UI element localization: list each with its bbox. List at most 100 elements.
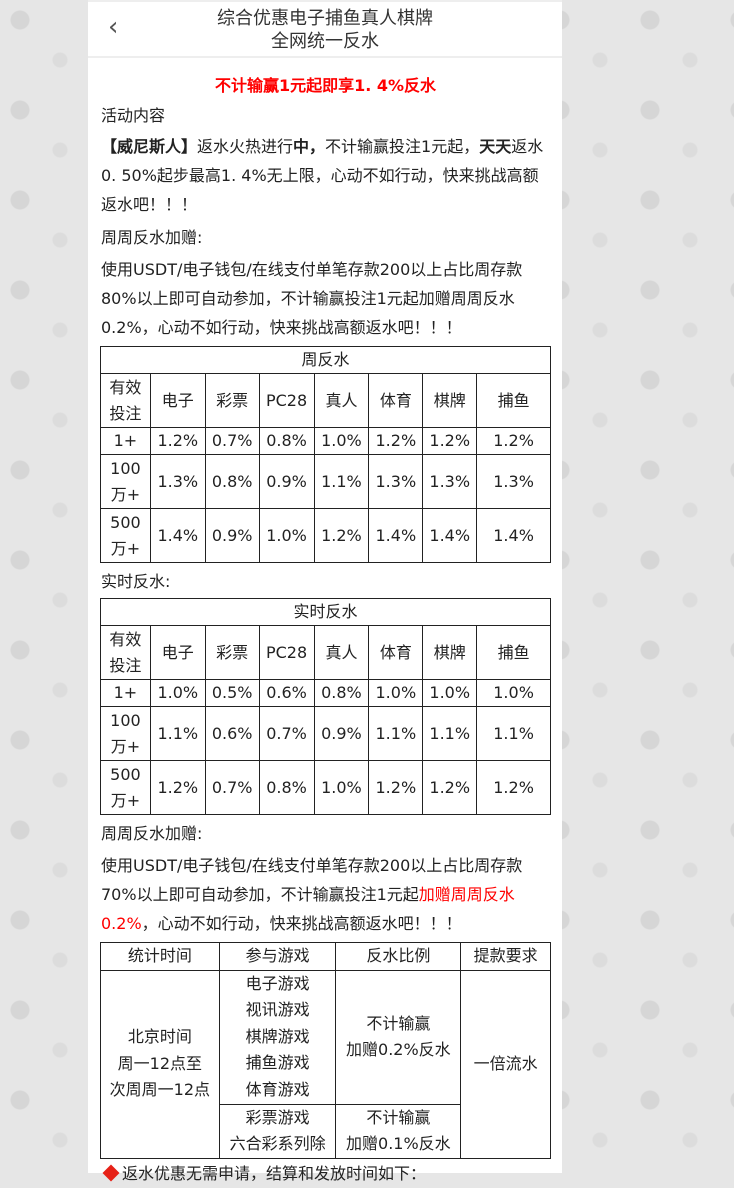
weekly2-seg: 使用USDT/电子钱包/在线支付单笔存款200以上占比周存款70%以上即可自动参… (101, 856, 523, 904)
table-cell: 1.2% (476, 427, 551, 455)
header-cell: 电子 (149, 373, 206, 428)
table-title: 周反水 (100, 346, 551, 374)
activity-label: 活动内容 (101, 106, 166, 125)
weekly-text: 使用USDT/电子钱包/在线支付单笔存款200以上占比周存款80%以上即可自动参… (101, 260, 523, 337)
table-cell: 0.7% (258, 706, 315, 761)
table-cell: 1.2% (313, 508, 370, 563)
header-cell: 电子 (149, 625, 206, 680)
games-cell: 电子游戏 视讯游戏 棋牌游戏 捕鱼游戏 体育游戏 (218, 969, 337, 1105)
table-cell: 1.2% (422, 427, 478, 455)
realtime-rebate-table: 实时反水 有效投注 电子 彩票 PC28 真人 体育 棋牌 捕鱼 1+ 1.0% 0.5% 0.6% 0.… (100, 598, 551, 815)
footer-note: 返水优惠无需申请，结算和发放时间如下： (101, 1159, 550, 1188)
rate-cell: 不计输赢 加赠0.2%反水 (335, 969, 462, 1105)
table-row: 100万+ 1.3% 0.8% 0.9% 1.1% 1.3% 1.3% 1.3% (100, 454, 551, 509)
stat-time-cell: 北京时间 周一12点至 次周周一12点 (100, 969, 220, 1159)
header-cell: 棋牌 (422, 373, 478, 428)
table-cell: 0.5% (204, 679, 260, 707)
table-title-row: 实时反水 (100, 598, 551, 626)
table-cell: 1.3% (368, 454, 424, 509)
table-cell: 1.4% (368, 508, 424, 563)
table-row: 500万+ 1.4% 0.9% 1.0% 1.2% 1.4% 1.4% 1.4% (100, 508, 551, 563)
bonus-table: 统计时间 参与游戏 反水比例 提款要求 北京时间 周一12点至 次周周一12点 电子… (100, 942, 551, 1159)
table-cell: 1.1% (313, 454, 370, 509)
header-cell: 彩票 (204, 373, 260, 428)
table-cell: 1.1% (368, 706, 424, 761)
games-cell: 彩票游戏 六合彩系列除 (218, 1103, 337, 1159)
table-header-row: 有效投注 电子 彩票 PC28 真人 体育 棋牌 捕鱼 (100, 625, 551, 680)
header-cell: PC28 (258, 373, 315, 428)
header-cell: 真人 (313, 625, 370, 680)
table-cell: 0.7% (204, 427, 260, 455)
page-title-line2: 全网统一反水 (271, 31, 379, 52)
table-cell: 0.8% (258, 760, 315, 815)
table-header-row: 有效投注 电子 彩票 PC28 真人 体育 棋牌 捕鱼 (100, 373, 551, 428)
rate-cell: 不计输赢 加赠0.1%反水 (335, 1103, 462, 1159)
table-cell: 500万+ (100, 760, 151, 815)
table-cell: 1.0% (149, 679, 206, 707)
table-cell: 1.2% (368, 760, 424, 815)
table-cell: 1.1% (149, 706, 206, 761)
header-cell: 提款要求 (460, 942, 551, 971)
header-cell: 体育 (368, 625, 424, 680)
page-panel: ‹ 综合优惠电子捕鱼真人棋牌 全网统一反水 不计输赢1元起即享1. 4%反水 活… (88, 0, 562, 1183)
table-row: 北京时间 周一12点至 次周周一12点 电子游戏 视讯游戏 棋牌游戏 捕鱼游戏 体育游戏 不… (100, 969, 551, 1159)
table-cell: 1.2% (476, 760, 551, 815)
table-cell: 1.0% (313, 760, 370, 815)
weekly-label: 周周反水加赠: (101, 228, 203, 247)
table-cell: 500万+ (100, 508, 151, 563)
withdraw-cell: 一倍流水 (460, 969, 551, 1159)
header-cell: PC28 (258, 625, 315, 680)
table-cell: 0.8% (204, 454, 260, 509)
table-cell: 1.1% (476, 706, 551, 761)
header-cell: 体育 (368, 373, 424, 428)
table-cell: 0.7% (204, 760, 260, 815)
table-cell: 0.8% (313, 679, 370, 707)
headline: 不计输赢1元起即享1. 4%反水 (214, 76, 437, 95)
intro-brand: 【威尼斯人】 (101, 137, 198, 156)
table-row: 1+ 1.2% 0.7% 0.8% 1.0% 1.2% 1.2% 1.2% (100, 427, 551, 455)
table-title: 实时反水 (100, 598, 551, 626)
weekly2-label: 周周反水加赠: (101, 824, 203, 843)
table-cell: 1.1% (422, 706, 478, 761)
table-cell: 1.2% (149, 760, 206, 815)
table-cell: 1.4% (422, 508, 478, 563)
intro-seg: 天天 (479, 137, 512, 156)
header-cell: 捕鱼 (476, 625, 551, 680)
intro-seg: 中， (293, 137, 326, 156)
table-cell: 1.4% (149, 508, 206, 563)
header-cell: 棋牌 (422, 625, 478, 680)
table-cell: 1.3% (149, 454, 206, 509)
header-cell: 统计时间 (100, 942, 220, 971)
table-cell: 0.9% (258, 454, 315, 509)
header-cell: 反水比例 (335, 942, 462, 971)
table-cell: 0.6% (258, 679, 315, 707)
table-cell: 1.2% (149, 427, 206, 455)
intro-seg: 不计输赢投注1元起， (325, 137, 480, 156)
table-cell: 1.0% (368, 679, 424, 707)
table-row: 500万+ 1.2% 0.7% 0.8% 1.0% 1.2% 1.2% 1.2% (100, 760, 551, 815)
back-chevron-icon[interactable]: ‹ (108, 12, 119, 42)
weekly2-text: 使用USDT/电子钱包/在线支付单笔存款200以上占比周存款70%以上即可自动参… (101, 851, 550, 938)
table-row: 100万+ 1.1% 0.6% 0.7% 0.9% 1.1% 1.1% 1.1% (100, 706, 551, 761)
table-cell: 1.2% (368, 427, 424, 455)
table-row: 彩票游戏 六合彩系列除 不计输赢 加赠0.1%反水 (101, 1103, 551, 1159)
table-cell: 0.9% (204, 508, 260, 563)
table-cell: 1+ (100, 427, 151, 455)
weekly2-highlight: 加赠周周反水0.2% (101, 885, 515, 933)
table-cell: 0.9% (313, 706, 370, 761)
table-cell: 0.8% (258, 427, 315, 455)
table-cell: 1.3% (476, 454, 551, 509)
table-cell: 1+ (100, 679, 151, 707)
header: ‹ 综合优惠电子捕鱼真人棋牌 全网统一反水 (88, 0, 562, 58)
table-row: 1+ 1.0% 0.5% 0.6% 0.8% 1.0% 1.0% 1.0% (100, 679, 551, 707)
weekly-rebate-table: 周反水 有效投注 电子 彩票 PC28 真人 体育 棋牌 捕鱼 1+ 1.2% 0.7% 0.8% 1.0… (100, 346, 551, 563)
header-cell: 真人 (313, 373, 370, 428)
header-cell: 捕鱼 (476, 373, 551, 428)
header-cell: 有效投注 (100, 373, 151, 428)
intro-seg: 返水火热进行 (197, 137, 294, 156)
table-cell: 1.4% (476, 508, 551, 563)
page-title-line1: 综合优惠电子捕鱼真人棋牌 (217, 8, 433, 29)
table-cell: 1.0% (313, 427, 370, 455)
table-cell: 1.0% (476, 679, 551, 707)
table-header-row: 统计时间 参与游戏 反水比例 提款要求 (100, 942, 551, 971)
